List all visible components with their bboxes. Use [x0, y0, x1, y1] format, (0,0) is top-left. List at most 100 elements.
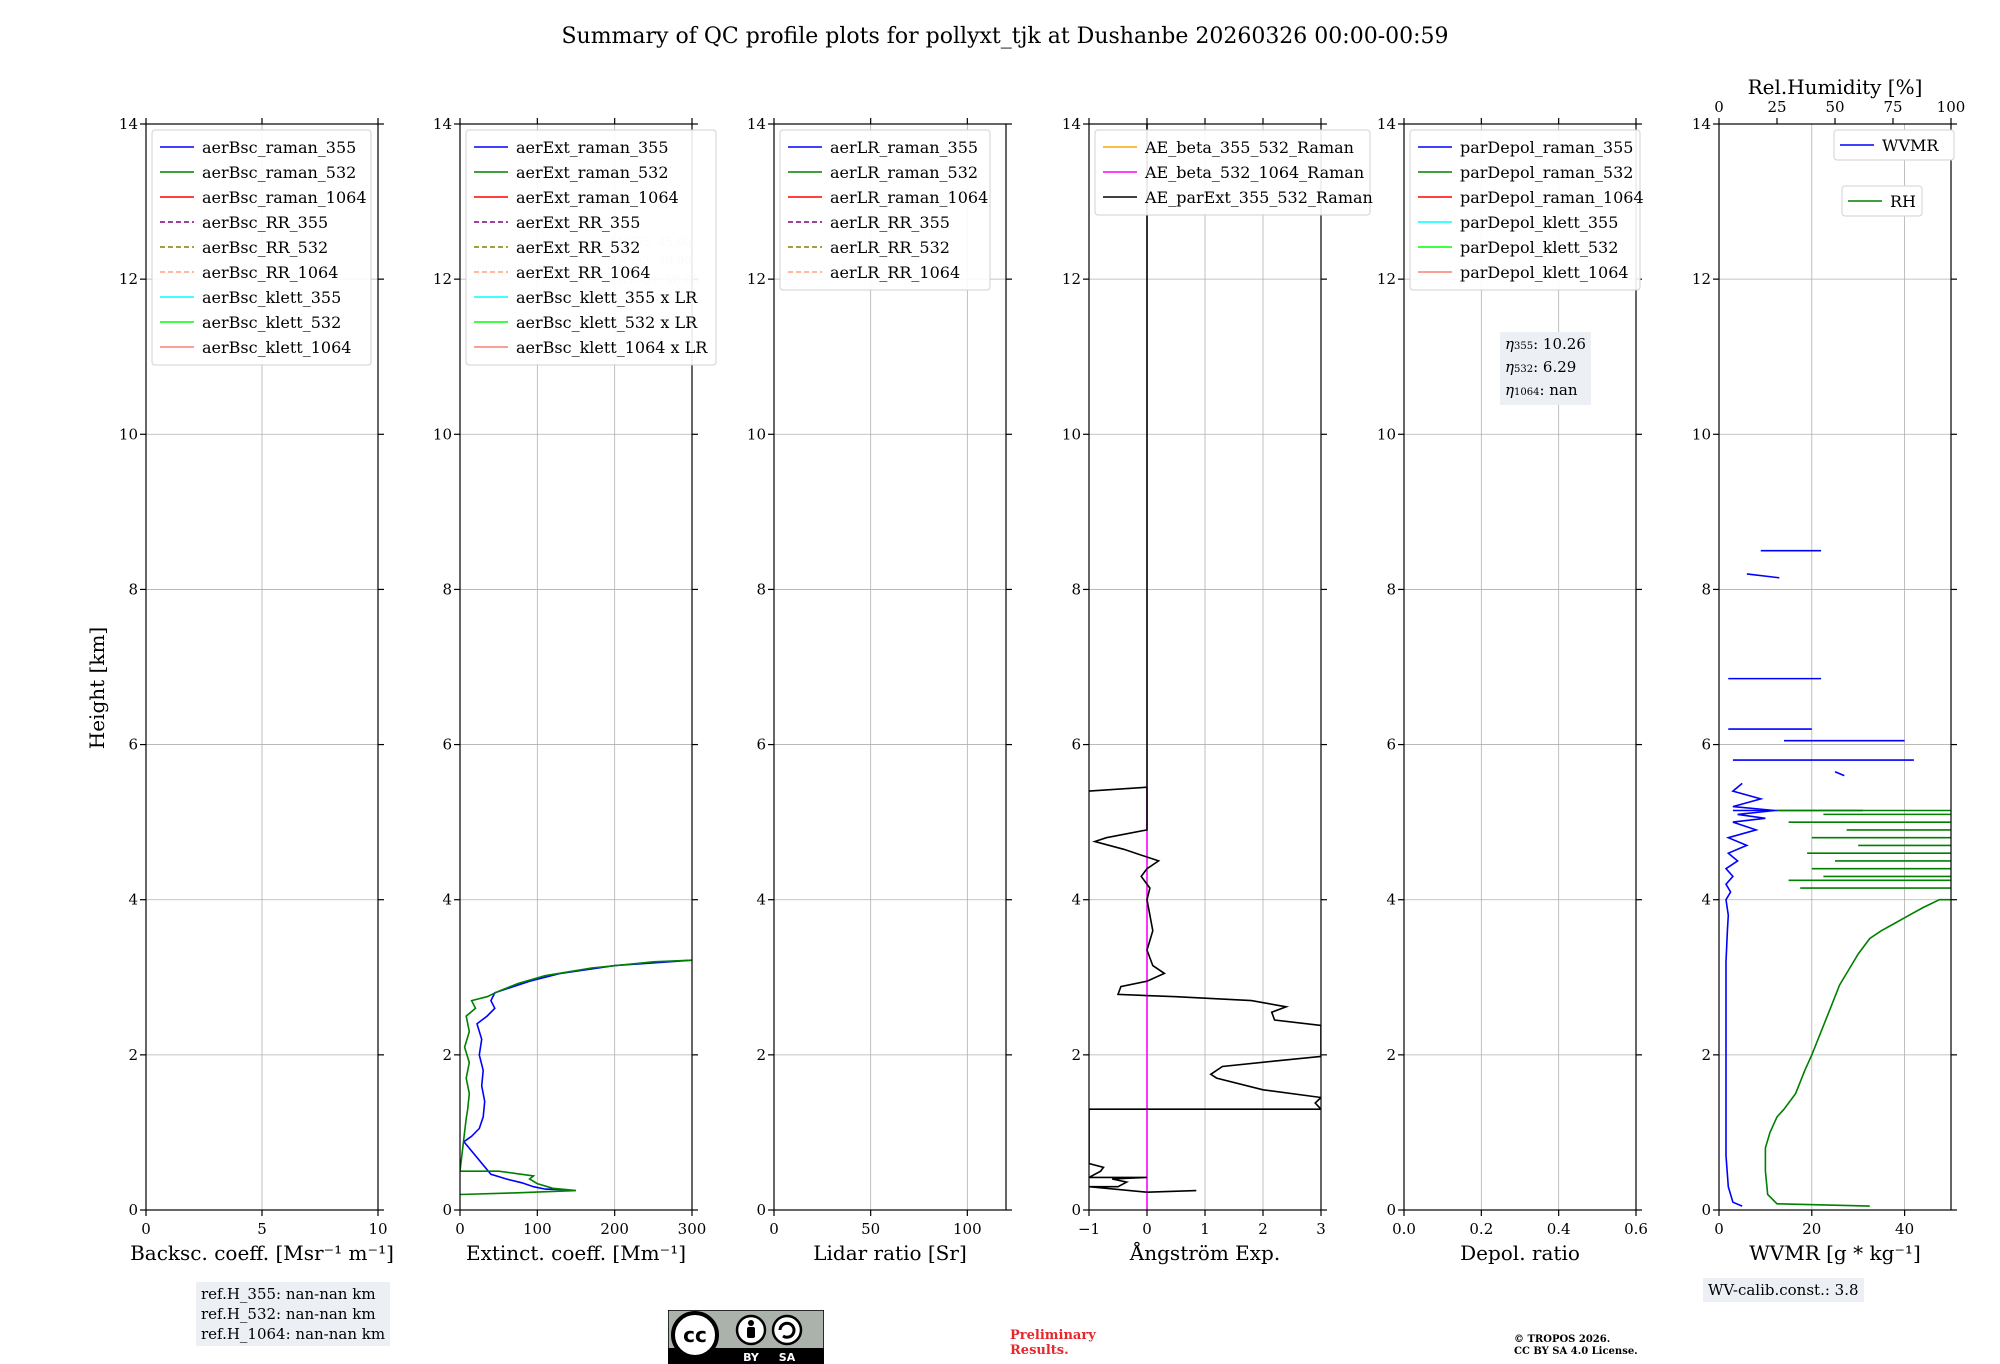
ytick-label: 2 — [1386, 1046, 1396, 1064]
cc-sa-label: SA — [779, 1351, 796, 1364]
xtick-label: 200 — [600, 1220, 629, 1238]
xtick-label: 10 — [368, 1220, 387, 1238]
legend-label: aerBsc_RR_1064 — [202, 263, 338, 282]
ytick-label: 2 — [128, 1046, 138, 1064]
ytick-label: 12 — [747, 270, 766, 288]
ref-h-1064: ref.H_1064: nan-nan km — [201, 1325, 386, 1343]
xaxis-label-bsc: Backsc. coeff. [Msr⁻¹ m⁻¹] — [130, 1241, 394, 1265]
legend-label: aerExt_RR_532 — [516, 238, 640, 257]
ytick-label: 4 — [1071, 891, 1081, 909]
xtick-label: 0 — [769, 1220, 779, 1238]
top-xtick-label: 50 — [1825, 98, 1844, 116]
preliminary-line2: Results. — [1010, 1343, 1069, 1358]
wv-calibration-box: WV-calib.const.: 3.8 — [1703, 1278, 1864, 1302]
legend-label: aerLR_raman_532 — [830, 163, 978, 182]
series-group — [1724, 549, 1951, 1207]
legend-label: aerLR_RR_532 — [830, 238, 950, 257]
eta-annotation: η355: 10.26 η532: 6.29 η1064: nan — [1500, 332, 1591, 405]
legend-label: aerLR_RR_1064 — [830, 263, 960, 282]
ytick-label: 10 — [1692, 425, 1711, 443]
copyright-note: © TROPOS 2026. CC BY SA 4.0 License. — [1514, 1334, 1638, 1358]
ytick-label: 14 — [1062, 115, 1081, 133]
sa-arrow — [778, 1321, 796, 1339]
ytick-label: 10 — [119, 425, 138, 443]
axes-frame — [459, 123, 693, 1211]
ytick-label: 10 — [747, 425, 766, 443]
legend-label: AE_beta_532_1064_Raman — [1144, 163, 1364, 182]
copyright-line2: CC BY SA 4.0 License. — [1514, 1346, 1638, 1357]
xtick-label: 40 — [1895, 1220, 1914, 1238]
xtick-label: 0 — [141, 1220, 151, 1238]
xtick-label: 0.0 — [1392, 1220, 1416, 1238]
xaxis-label-lr: Lidar ratio [Sr] — [813, 1241, 967, 1265]
series-WVMR — [1724, 782, 1775, 1207]
legend-label: aerBsc_klett_532 x LR — [516, 313, 698, 332]
eta-532-row: η532: 6.29 — [1505, 357, 1586, 380]
ytick-label: 8 — [756, 580, 766, 598]
series-WVMR_spikes-segment — [1834, 770, 1845, 777]
cc-icon — [671, 1311, 719, 1359]
ref-h-532: ref.H_532: nan-nan km — [201, 1305, 376, 1323]
eta-1064-sub: 1064 — [1514, 387, 1540, 398]
series-aerExt_raman_355 — [462, 959, 692, 1191]
ytick-label: 6 — [1701, 736, 1711, 754]
legend-label: aerBsc_klett_1064 — [202, 338, 351, 357]
ytick-label: 10 — [1377, 425, 1396, 443]
legend-label: aerBsc_raman_1064 — [202, 188, 367, 207]
reference-height-box: ref.H_355: nan-nan km ref.H_532: nan-nan… — [196, 1282, 391, 1346]
ytick-label: 4 — [442, 891, 452, 909]
ytick-label: 14 — [1377, 115, 1396, 133]
top-xtick-label: 0 — [1714, 98, 1724, 116]
ytick-label: 4 — [1701, 891, 1711, 909]
ytick-label: 12 — [1062, 270, 1081, 288]
ytick-label: 12 — [1692, 270, 1711, 288]
panel-depol: 0 2 4 6 8 10 12 14 0.0 0.2 0.4 0.6 Depol. ratio parDe… — [1377, 115, 1648, 1265]
legend-label: aerLR_raman_355 — [830, 138, 978, 157]
top-xtick-label: 25 — [1767, 98, 1786, 116]
by-head — [748, 1320, 754, 1326]
ytick-label: 10 — [1062, 425, 1081, 443]
legend-label: aerBsc_klett_355 x LR — [516, 288, 698, 307]
legend-ext: aerExt_raman_355 aerExt_raman_532 aerExt_r… — [465, 129, 717, 366]
legend-box — [779, 129, 991, 291]
legend-label: parDepol_raman_1064 — [1460, 188, 1644, 207]
xtick-label: 100 — [953, 1220, 982, 1238]
preliminary-line1: Preliminary — [1010, 1328, 1096, 1343]
axes-frame — [773, 123, 1007, 1211]
ytick-label: 0 — [128, 1201, 138, 1219]
ytick-label: 6 — [1386, 736, 1396, 754]
eta-symbol: η — [1505, 358, 1514, 376]
series-RH — [1764, 898, 1951, 1207]
eta-355-value: : 10.26 — [1533, 335, 1586, 353]
legend-lr: aerLR_raman_355 aerLR_raman_532 aerLR_rama… — [779, 129, 991, 291]
cc-license-badge: cc BY SA — [668, 1310, 824, 1364]
xtick-label: 0.2 — [1469, 1220, 1493, 1238]
xtick-label: 0.4 — [1547, 1220, 1571, 1238]
ref-h-355: ref.H_355: nan-nan km — [201, 1285, 376, 1303]
eta-symbol: η — [1505, 381, 1514, 399]
axes-frame — [1718, 123, 1952, 1211]
series-AE_parExt_355_532_Raman — [1089, 124, 1321, 1194]
legend-label: aerBsc_raman_532 — [202, 163, 356, 182]
legend-label: aerBsc_RR_355 — [202, 213, 328, 232]
top-xtick-label: 75 — [1883, 98, 1902, 116]
eta-1064-row: η1064: nan — [1505, 380, 1586, 403]
xtick-label: 2 — [1258, 1220, 1268, 1238]
ytick-label: 0 — [1386, 1201, 1396, 1219]
ytick-label: 4 — [128, 891, 138, 909]
ytick-label: 2 — [756, 1046, 766, 1064]
ytick-label: 6 — [1071, 736, 1081, 754]
legend-label: aerBsc_klett_355 — [202, 288, 341, 307]
legend-label: aerBsc_RR_532 — [202, 238, 328, 257]
legend-label: aerExt_raman_532 — [516, 163, 669, 182]
legend-ae: AE_beta_355_532_Raman AE_beta_532_1064_Ra… — [1094, 129, 1373, 216]
ytick-label: 8 — [1701, 580, 1711, 598]
xaxis-label-ae: Ångström Exp. — [1129, 1240, 1280, 1265]
preliminary-results-note: Preliminary Results. — [1010, 1328, 1096, 1358]
legend-label: WVMR — [1882, 136, 1939, 155]
legend-box — [1094, 129, 1371, 216]
ytick-label: 2 — [442, 1046, 452, 1064]
ytick-label: 10 — [433, 425, 452, 443]
